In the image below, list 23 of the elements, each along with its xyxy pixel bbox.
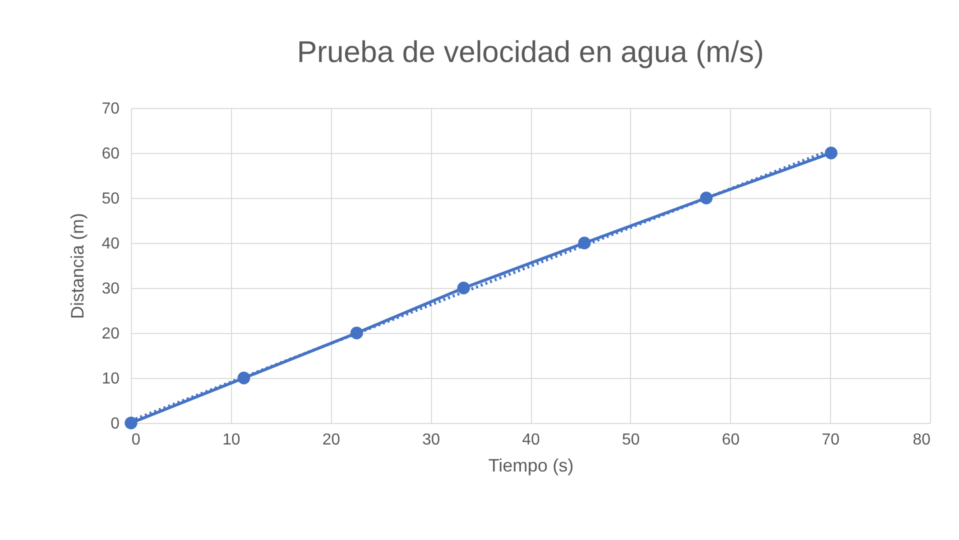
x-tick-label: 10 [222, 432, 240, 448]
x-tick-label: 40 [522, 432, 540, 448]
x-tick-label: 80 [912, 432, 931, 448]
chart-title: Prueba de velocidad en agua (m/s) [297, 36, 764, 69]
x-tick-label: 0 [132, 432, 140, 448]
point [124, 416, 138, 430]
y-tick-label: 70 [102, 100, 120, 118]
x-tick-label: 70 [822, 432, 840, 448]
y-axis-title: Distancia (m) [68, 212, 88, 320]
y-tick-label: 10 [102, 370, 120, 388]
x-axis-title: Tiempo (s) [488, 456, 574, 476]
x-tick-label: 20 [322, 432, 340, 448]
y-tick-label: 30 [102, 280, 120, 298]
point [824, 146, 838, 160]
x-tick-label: 50 [622, 432, 640, 448]
y-tick-label: 50 [102, 190, 120, 208]
y-tick-label: 20 [102, 326, 120, 342]
x-tick-label: 60 [722, 432, 740, 448]
x-tick-label: 30 [422, 432, 440, 448]
y-tick-label: 40 [102, 236, 120, 252]
y-tick-label: 60 [102, 146, 120, 162]
point [457, 282, 470, 294]
y-tick-label: 0 [110, 416, 120, 432]
